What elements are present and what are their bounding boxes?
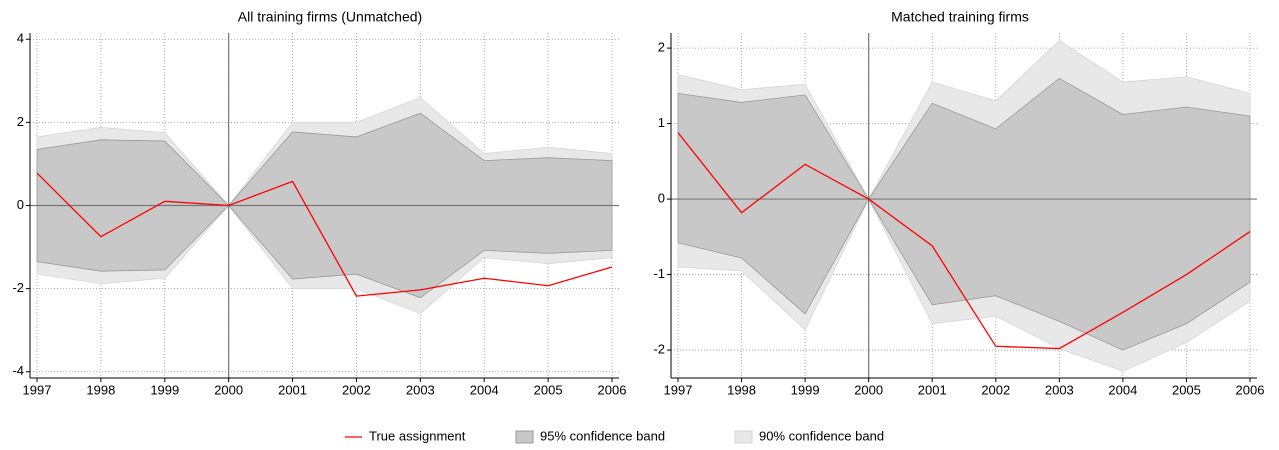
y-tick-label: -2 (653, 342, 665, 357)
x-tick-label: 2006 (598, 382, 627, 397)
x-tick-label: 2003 (1045, 382, 1074, 397)
x-tick-label: 2002 (981, 382, 1010, 397)
x-tick-label: 1999 (791, 382, 820, 397)
confidence-band (677, 77, 1251, 351)
legend-label: True assignment (369, 428, 466, 443)
legend-swatch (734, 430, 753, 444)
y-tick-label: -2 (12, 280, 24, 295)
y-tick-label: -4 (12, 363, 24, 378)
x-tick-label: 2006 (1236, 382, 1265, 397)
x-tick-label: 1999 (150, 382, 179, 397)
y-tick-label: -1 (653, 266, 665, 281)
y-tick-label: 1 (658, 115, 665, 130)
x-tick-label: 1998 (727, 382, 756, 397)
legend-label: 90% confidence band (759, 428, 884, 443)
legend-swatch (515, 430, 534, 444)
x-tick-label: 2005 (1172, 382, 1201, 397)
line (677, 132, 1251, 350)
x-tick-label: 2001 (918, 382, 947, 397)
x-tick-label: 1997 (664, 382, 693, 397)
x-tick-label: 2002 (342, 382, 371, 397)
chart-title: All training firms (Unmatched) (238, 9, 422, 25)
x-tick-label: 2000 (854, 382, 883, 397)
y-tick-label: 2 (658, 40, 665, 55)
x-tick-label: 1998 (86, 382, 115, 397)
chart-title: Matched training firms (891, 9, 1029, 25)
y-tick-label: 0 (17, 197, 24, 212)
x-tick-label: 2004 (1108, 382, 1137, 397)
x-tick-label: 2003 (406, 382, 435, 397)
y-tick-label: 0 (658, 191, 665, 206)
x-tick-label: 2000 (214, 382, 243, 397)
x-tick-label: 2004 (470, 382, 499, 397)
x-tick-label: 2001 (278, 382, 307, 397)
legend-label: 95% confidence band (540, 428, 665, 443)
y-tick-label: 2 (17, 114, 24, 129)
x-tick-label: 2005 (534, 382, 563, 397)
line (36, 172, 613, 297)
y-tick-label: 4 (17, 31, 24, 46)
x-tick-label: 1997 (23, 382, 52, 397)
